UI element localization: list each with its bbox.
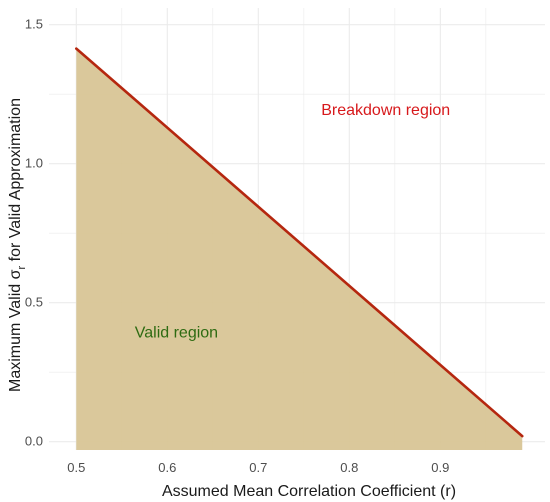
tick-layer: 0.5 0.6 0.7 0.8 0.9 0.0 0.5 1.0 1.5 <box>25 17 449 475</box>
breakdown-region-label: Breakdown region <box>321 102 450 119</box>
x-tick-label: 0.6 <box>158 460 176 475</box>
x-tick-label: 0.8 <box>340 460 358 475</box>
y-tick-label: 0.5 <box>25 295 43 310</box>
valid-region-label: Valid region <box>135 324 218 341</box>
y-axis-title-part2: for Valid Approximation <box>7 98 24 266</box>
x-tick-label: 0.5 <box>67 460 85 475</box>
valid-region-area <box>76 48 523 451</box>
x-axis-title: Assumed Mean Correlation Coefficient (r) <box>162 483 456 500</box>
y-axis-title-subscript: r <box>16 265 28 269</box>
annotation-layer: Breakdown region Valid region <box>135 102 450 341</box>
y-tick-label: 1.5 <box>25 17 43 32</box>
y-axis-title: Maximum Valid σr for Valid Approximation <box>7 98 28 392</box>
line-layer <box>75 47 524 438</box>
boundary-line <box>75 47 524 438</box>
y-axis-title-part1: Maximum Valid σ <box>7 269 24 392</box>
y-tick-label: 1.0 <box>25 156 43 171</box>
x-tick-label: 0.7 <box>249 460 267 475</box>
y-tick-label: 0.0 <box>25 434 43 449</box>
area-layer <box>76 48 523 451</box>
x-tick-label: 0.9 <box>431 460 449 475</box>
